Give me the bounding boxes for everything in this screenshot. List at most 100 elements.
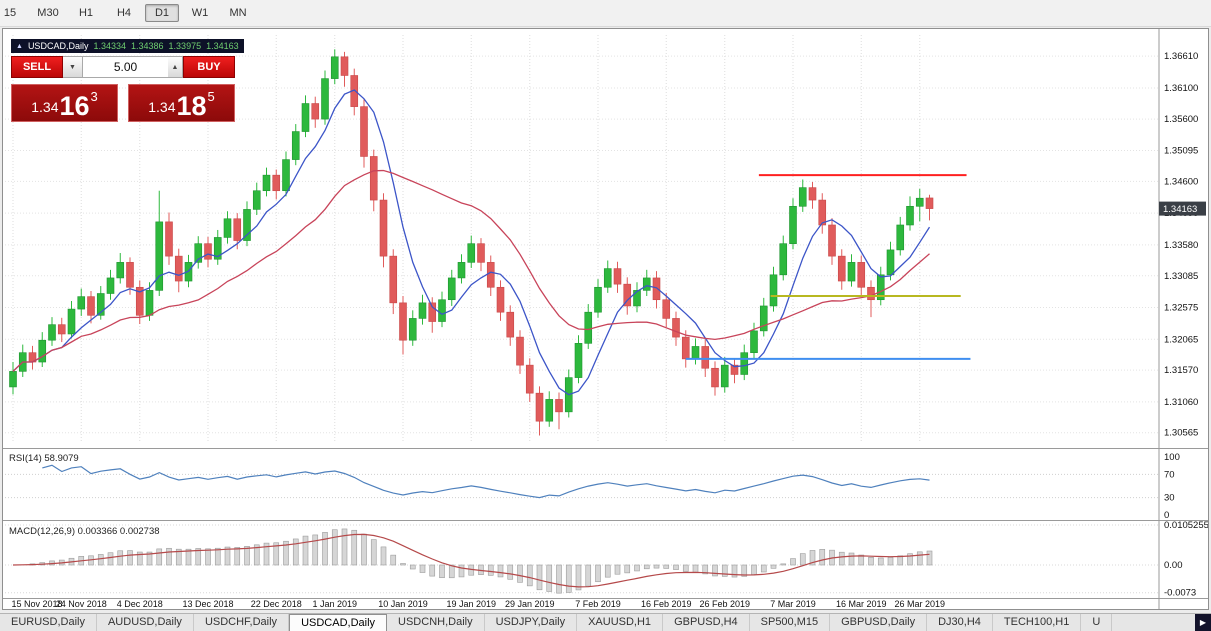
chart-tab-eurusd-daily[interactable]: EURUSD,Daily	[0, 614, 97, 631]
price-axis-label: 1.35600	[1164, 114, 1198, 125]
chart-tab-gbpusd-h4[interactable]: GBPUSD,H4	[663, 614, 750, 631]
timeframe-button-w1[interactable]: W1	[191, 7, 209, 19]
ma-20-line	[12, 169, 930, 372]
macd-histogram-bar	[643, 564, 650, 570]
buy-price-pips: 18	[176, 91, 207, 121]
current-price-label: 1.34163	[1163, 204, 1197, 215]
collapse-panel-icon[interactable]: ▲	[16, 42, 23, 50]
candle-body	[301, 103, 310, 132]
price-axis-label: 1.35095	[1164, 146, 1198, 157]
macd-indicator-label: MACD(12,26,9) 0.003366 0.002738	[9, 526, 160, 537]
macd-histogram-bar	[380, 546, 387, 566]
macd-histogram-bar	[907, 553, 913, 566]
date-axis-label: 7 Feb 2019	[575, 599, 621, 609]
candle-body	[116, 262, 125, 279]
candle-body	[584, 311, 593, 344]
price-axis-label: 1.34600	[1164, 176, 1198, 187]
chart-tab-xauusd-h1[interactable]: XAUUSD,H1	[577, 614, 664, 631]
candle-body	[516, 336, 524, 366]
candle-body	[467, 243, 476, 263]
one-click-trading-panel: SELL ▼ 5.00 ▲ BUY 1.34 16 3 1.34 18 5	[11, 56, 235, 122]
candle-body	[96, 293, 105, 316]
volume-decrease-button[interactable]: ▼	[63, 56, 83, 78]
candle-body	[818, 199, 827, 226]
buy-button[interactable]: BUY	[183, 56, 235, 78]
macd-histogram-bar	[663, 564, 670, 569]
volume-field[interactable]: 5.00	[83, 56, 168, 78]
rsi-indicator-label: RSI(14) 58.9079	[9, 453, 79, 464]
macd-histogram-bar	[751, 564, 757, 575]
chart-tab-audusd-daily[interactable]: AUDUSD,Daily	[97, 614, 194, 631]
buy-price-pipette: 5	[207, 89, 215, 104]
chart-tab-u[interactable]: U	[1081, 614, 1113, 631]
chart-tab-tech100-h1[interactable]: TECH100,H1	[993, 614, 1082, 631]
macd-histogram-bar	[263, 542, 270, 566]
chart-tab-dj30-h4[interactable]: DJ30,H4	[927, 614, 993, 631]
macd-histogram-bar	[487, 564, 494, 576]
timeframe-button-d1[interactable]: D1	[145, 4, 179, 22]
candle-body	[252, 190, 261, 210]
macd-histogram-bar	[448, 564, 455, 579]
chart-tab-sp500-m15[interactable]: SP500,M15	[750, 614, 831, 631]
timeframe-button-h4[interactable]: H4	[116, 7, 132, 19]
macd-histogram-bar	[156, 548, 163, 566]
macd-histogram-bar	[439, 564, 445, 579]
timeframe-button-h1[interactable]: H1	[78, 7, 94, 19]
chart-tab-usdjpy-daily[interactable]: USDJPY,Daily	[485, 614, 578, 631]
macd-histogram-bar	[224, 546, 231, 566]
macd-histogram-bar	[702, 564, 709, 575]
candle-body	[223, 218, 232, 238]
rsi-axis-label: 0	[1164, 510, 1169, 521]
macd-histogram-bar	[458, 564, 465, 578]
date-axis-label: 29 Jan 2019	[505, 599, 555, 609]
ma-6-line	[12, 89, 931, 396]
buy-price-quote[interactable]: 1.34 18 5	[128, 84, 235, 122]
chevron-down-icon: ▼	[69, 63, 76, 71]
candle-body	[808, 187, 817, 201]
chart-tab-usdcnh-daily[interactable]: USDCNH,Daily	[387, 614, 485, 631]
macd-histogram-bar	[507, 564, 514, 580]
tab-scroll-right-button[interactable]: ▶	[1195, 614, 1211, 631]
macd-histogram-bar	[838, 551, 845, 566]
candle-body	[730, 364, 739, 375]
candle-body	[447, 277, 456, 301]
candle-body	[847, 262, 856, 282]
sell-price-big-figure: 1.34	[31, 99, 59, 115]
date-axis-label: 19 Jan 2019	[446, 599, 496, 609]
macd-histogram-bar	[195, 548, 202, 566]
chart-window[interactable]: 1.36610 1.36100 1.35600 1.35095 1.34600 1.34 0…	[2, 28, 1209, 610]
price-axis-label: 1.33085	[1164, 271, 1198, 282]
macd-histogram-bar	[517, 564, 523, 583]
sell-price-quote[interactable]: 1.34 16 3	[11, 84, 118, 122]
candle-body	[243, 209, 251, 241]
macd-histogram-bar	[868, 557, 874, 566]
timeframe-button-15[interactable]: 15	[3, 7, 17, 19]
macd-histogram-bar	[292, 538, 299, 566]
chart-canvas[interactable]: 1.36610 1.36100 1.35600 1.35095 1.34600 1.34 0…	[3, 29, 1208, 609]
candle-body	[789, 205, 797, 244]
candle-body	[672, 318, 680, 338]
sell-button[interactable]: SELL	[11, 56, 63, 78]
chart-tab-usdcad-daily[interactable]: USDCAD,Daily	[289, 614, 388, 631]
macd-histogram-bar	[575, 564, 582, 591]
macd-histogram-bar	[331, 529, 338, 566]
price-axis-label: 1.31060	[1164, 397, 1198, 408]
symbol-period-label: USDCAD,Daily	[27, 41, 89, 51]
candle-body	[662, 299, 671, 319]
chart-tab-gbpusd-daily[interactable]: GBPUSD,Daily	[830, 614, 928, 631]
macd-histogram-bar	[556, 564, 562, 594]
candle-body	[213, 237, 222, 260]
volume-increase-button[interactable]: ▲	[168, 56, 183, 78]
candle-body	[438, 299, 446, 322]
candle-body	[311, 103, 320, 120]
candle-body	[525, 364, 534, 394]
timeframe-button-m30[interactable]: M30	[37, 7, 59, 19]
timeframe-button-mn[interactable]: MN	[229, 7, 247, 19]
chart-tab-usdchf-daily[interactable]: USDCHF,Daily	[194, 614, 290, 631]
macd-histogram-bar	[809, 550, 816, 566]
candle-body	[262, 174, 271, 192]
macd-histogram-bar	[400, 563, 406, 566]
candle-body	[867, 286, 875, 301]
macd-signal-line	[12, 533, 930, 588]
candle-body	[408, 318, 417, 341]
